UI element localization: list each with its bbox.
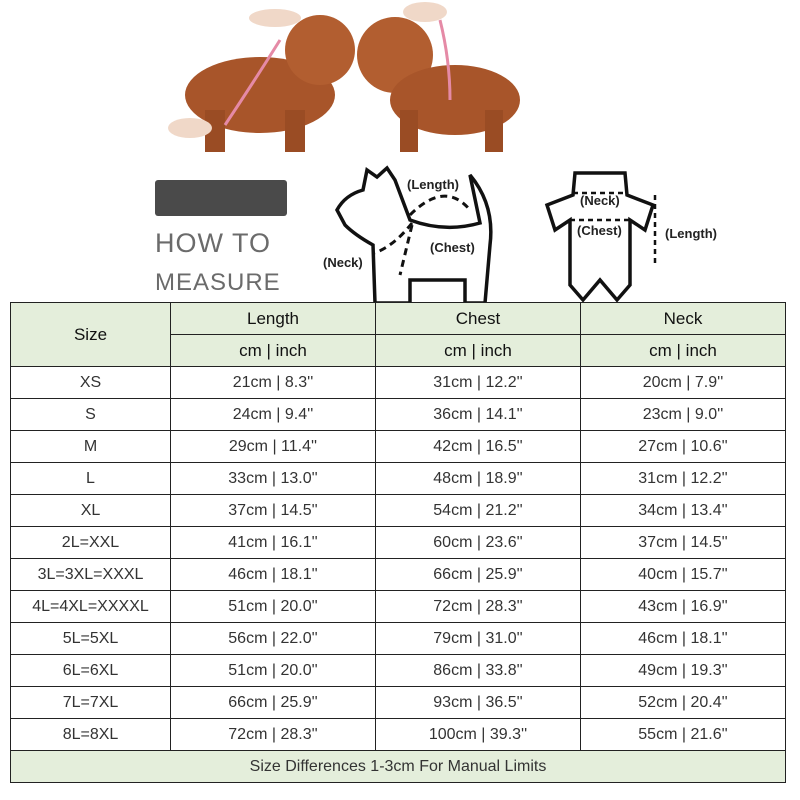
size-cell: 5L=5XL bbox=[10, 622, 171, 655]
neck-cell: 40cm | 15.7'' bbox=[580, 558, 786, 591]
neck-header: Neck bbox=[580, 302, 786, 335]
neck-cell: 43cm | 16.9'' bbox=[580, 590, 786, 623]
dog-left-image bbox=[168, 9, 355, 152]
neck-cell: 46cm | 18.1'' bbox=[580, 622, 786, 655]
size-cell: 6L=6XL bbox=[10, 654, 171, 687]
size-chart-table: Size Length Chest Neck cm | inch cm | in… bbox=[10, 302, 786, 783]
chest-cell: 93cm | 36.5'' bbox=[375, 686, 581, 719]
neck-cell: 23cm | 9.0'' bbox=[580, 398, 786, 431]
neck-unit: cm | inch bbox=[580, 334, 786, 367]
neck-cell: 31cm | 12.2'' bbox=[580, 462, 786, 495]
length-cell: 37cm | 14.5'' bbox=[170, 494, 376, 527]
length-cell: 21cm | 8.3'' bbox=[170, 366, 376, 399]
garment-neck-label: (Neck) bbox=[580, 193, 620, 208]
size-cell: 3L=3XL=XXXL bbox=[10, 558, 171, 591]
length-cell: 72cm | 28.3'' bbox=[170, 718, 376, 751]
table-row: 2L=XXL 41cm | 16.1'' 60cm | 23.6'' 37cm | 1… bbox=[10, 526, 786, 559]
length-cell: 24cm | 9.4'' bbox=[170, 398, 376, 431]
table-row: 8L=8XL 72cm | 28.3'' 100cm | 39.3'' 55cm | … bbox=[10, 718, 786, 751]
dog-neck-label: (Neck) bbox=[323, 255, 363, 270]
neck-cell: 37cm | 14.5'' bbox=[580, 526, 786, 559]
neck-cell: 52cm | 20.4'' bbox=[580, 686, 786, 719]
dog-measuring-photo bbox=[168, 2, 520, 152]
table-row: M 29cm | 11.4'' 42cm | 16.5'' 27cm | 10.6'' bbox=[10, 430, 786, 463]
neck-cell: 27cm | 10.6'' bbox=[580, 430, 786, 463]
measurement-diagram: (Length) (Chest) (Neck) (Neck) (Chest) (… bbox=[315, 165, 745, 305]
measure-text: MEASURE bbox=[155, 269, 281, 296]
size-cell: 4L=4XL=XXXXL bbox=[10, 590, 171, 623]
chest-cell: 60cm | 23.6'' bbox=[375, 526, 581, 559]
size-cell: 2L=XXL bbox=[10, 526, 171, 559]
garment-length-label: (Length) bbox=[665, 226, 717, 241]
size-cell: M bbox=[10, 430, 171, 463]
table-row: L 33cm | 13.0'' 48cm | 18.9'' 31cm | 12.2'' bbox=[10, 462, 786, 495]
length-cell: 56cm | 22.0'' bbox=[170, 622, 376, 655]
size-cell: XS bbox=[10, 366, 171, 399]
length-unit: cm | inch bbox=[170, 334, 376, 367]
chest-cell: 42cm | 16.5'' bbox=[375, 430, 581, 463]
length-cell: 29cm | 11.4'' bbox=[170, 430, 376, 463]
chest-cell: 54cm | 21.2'' bbox=[375, 494, 581, 527]
chest-cell: 48cm | 18.9'' bbox=[375, 462, 581, 495]
dog-chest-label: (Chest) bbox=[430, 240, 475, 255]
chest-header: Chest bbox=[375, 302, 581, 335]
how-to-text: HOW TO bbox=[155, 228, 272, 258]
chest-cell: 31cm | 12.2'' bbox=[375, 366, 581, 399]
dog-measure-lines bbox=[374, 194, 472, 276]
chest-cell: 100cm | 39.3'' bbox=[375, 718, 581, 751]
length-cell: 46cm | 18.1'' bbox=[170, 558, 376, 591]
length-cell: 66cm | 25.9'' bbox=[170, 686, 376, 719]
dog-length-label: (Length) bbox=[407, 177, 459, 192]
neck-cell: 49cm | 19.3'' bbox=[580, 654, 786, 687]
table-row: S 24cm | 9.4'' 36cm | 14.1'' 23cm | 9.0'' bbox=[10, 398, 786, 431]
length-cell: 41cm | 16.1'' bbox=[170, 526, 376, 559]
neck-cell: 34cm | 13.4'' bbox=[580, 494, 786, 527]
length-header: Length bbox=[170, 302, 376, 335]
neck-cell: 20cm | 7.9'' bbox=[580, 366, 786, 399]
table-row: 6L=6XL 51cm | 20.0'' 86cm | 33.8'' 49cm | 1… bbox=[10, 654, 786, 687]
table-row: 3L=3XL=XXXL 46cm | 18.1'' 66cm | 25.9'' 40c… bbox=[10, 558, 786, 591]
size-cell: XL bbox=[10, 494, 171, 527]
size-cell: L bbox=[10, 462, 171, 495]
garment-chest-label: (Chest) bbox=[577, 223, 622, 238]
length-cell: 33cm | 13.0'' bbox=[170, 462, 376, 495]
dog-right-image bbox=[357, 2, 520, 152]
garment-outline-icon bbox=[544, 171, 656, 303]
table-row: XS 21cm | 8.3'' 31cm | 12.2'' 20cm | 7.9'' bbox=[10, 366, 786, 399]
how-to-measure: HOW TO MEASURE bbox=[155, 180, 290, 295]
chest-cell: 79cm | 31.0'' bbox=[375, 622, 581, 655]
size-cell: 8L=8XL bbox=[10, 718, 171, 751]
footer-row: Size Differences 1-3cm For Manual Limits bbox=[10, 750, 786, 783]
chest-cell: 66cm | 25.9'' bbox=[375, 558, 581, 591]
neck-cell: 55cm | 21.6'' bbox=[580, 718, 786, 751]
length-cell: 51cm | 20.0'' bbox=[170, 654, 376, 687]
length-cell: 51cm | 20.0'' bbox=[170, 590, 376, 623]
header-row: Size Length Chest Neck bbox=[10, 302, 786, 367]
table-row: 7L=7XL 66cm | 25.9'' 93cm | 36.5'' 52cm | 2… bbox=[10, 686, 786, 719]
label-bar bbox=[155, 180, 287, 216]
dog-outline-icon bbox=[335, 165, 493, 305]
chest-cell: 86cm | 33.8'' bbox=[375, 654, 581, 687]
table-row: 4L=4XL=XXXXL 51cm | 20.0'' 72cm | 28.3'' 43… bbox=[10, 590, 786, 623]
size-cell: S bbox=[10, 398, 171, 431]
chest-cell: 36cm | 14.1'' bbox=[375, 398, 581, 431]
table-row: XL 37cm | 14.5'' 54cm | 21.2'' 34cm | 13.4'… bbox=[10, 494, 786, 527]
size-header: Size bbox=[10, 302, 171, 367]
size-cell: 7L=7XL bbox=[10, 686, 171, 719]
chest-unit: cm | inch bbox=[375, 334, 581, 367]
size-note: Size Differences 1-3cm For Manual Limits bbox=[10, 750, 786, 783]
chest-cell: 72cm | 28.3'' bbox=[375, 590, 581, 623]
table-row: 5L=5XL 56cm | 22.0'' 79cm | 31.0'' 46cm | 1… bbox=[10, 622, 786, 655]
